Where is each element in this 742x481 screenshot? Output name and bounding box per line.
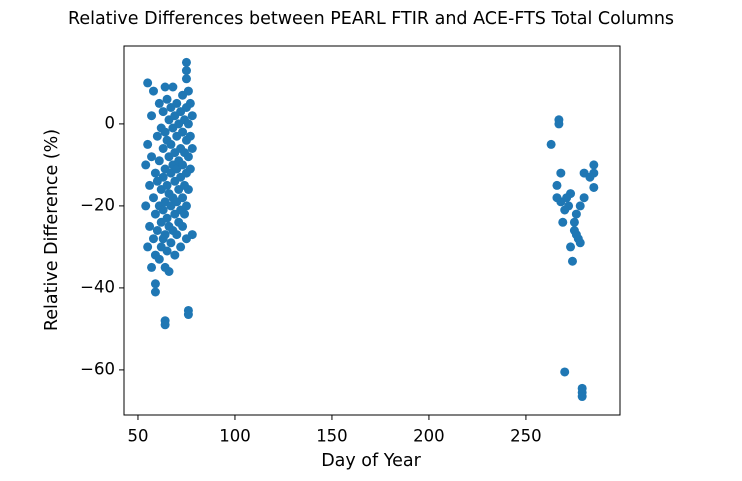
point <box>160 230 170 240</box>
point <box>170 250 180 260</box>
point <box>558 217 568 227</box>
point <box>150 287 160 297</box>
point <box>187 230 197 240</box>
point <box>183 119 193 129</box>
point <box>162 246 172 256</box>
y-tick-label: −40 <box>80 277 115 296</box>
point <box>148 193 158 203</box>
point <box>180 209 190 219</box>
point <box>183 86 193 96</box>
point <box>187 111 197 121</box>
point <box>575 238 585 248</box>
x-tick-label: 50 <box>127 427 148 446</box>
point <box>145 180 155 190</box>
point <box>152 131 162 141</box>
point <box>554 119 564 129</box>
point <box>185 131 195 141</box>
plot-frame <box>123 45 621 416</box>
point <box>154 98 164 108</box>
point <box>147 111 157 121</box>
point <box>158 205 168 215</box>
point <box>552 180 562 190</box>
point <box>577 392 587 402</box>
point <box>162 180 172 190</box>
point <box>546 139 556 149</box>
point <box>567 256 577 266</box>
point <box>556 168 566 178</box>
point <box>154 156 164 166</box>
point <box>181 201 191 211</box>
point <box>143 242 153 252</box>
point <box>589 160 599 170</box>
chart-title: Relative Differences between PEARL FTIR … <box>68 9 674 29</box>
point <box>166 238 176 248</box>
point <box>166 139 176 149</box>
point <box>178 221 188 231</box>
point <box>141 201 151 211</box>
point <box>178 193 188 203</box>
point <box>152 226 162 235</box>
x-tick-label: 150 <box>316 427 348 446</box>
point <box>183 185 193 194</box>
x-tick-label: 250 <box>510 427 542 446</box>
point <box>585 172 595 182</box>
point <box>143 139 153 149</box>
point <box>160 127 170 137</box>
point <box>172 230 182 240</box>
point <box>571 230 581 240</box>
y-tick-label: −20 <box>80 195 115 214</box>
x-tick-label: 200 <box>413 427 445 446</box>
point <box>183 310 193 320</box>
point <box>164 267 174 276</box>
point <box>143 78 153 88</box>
x-tick-label: 100 <box>219 427 251 446</box>
point <box>141 160 151 170</box>
point <box>187 144 197 153</box>
point <box>168 82 178 92</box>
point <box>148 234 158 244</box>
point <box>147 152 157 162</box>
point <box>571 209 581 219</box>
point <box>150 279 160 289</box>
point <box>560 367 570 377</box>
point <box>575 201 585 211</box>
point <box>178 127 188 137</box>
point <box>145 221 155 231</box>
point <box>569 217 579 227</box>
point <box>176 242 186 252</box>
point <box>158 107 168 117</box>
point <box>162 94 172 104</box>
point <box>160 320 170 330</box>
point <box>181 57 191 67</box>
y-axis-label: Relative Difference (%) <box>42 129 62 331</box>
point <box>579 193 589 203</box>
point <box>150 168 160 178</box>
y-tick-label: 0 <box>105 113 116 132</box>
point <box>150 209 160 219</box>
point <box>178 160 188 170</box>
point <box>154 254 164 264</box>
point <box>148 86 158 96</box>
point <box>147 262 157 272</box>
point <box>160 82 170 92</box>
point <box>181 66 191 76</box>
point <box>560 205 570 215</box>
point <box>158 144 168 153</box>
point <box>158 172 168 182</box>
point <box>185 98 195 108</box>
point <box>185 164 195 174</box>
point <box>552 193 562 203</box>
point <box>183 152 193 162</box>
point <box>562 193 572 203</box>
x-axis-label: Day of Year <box>321 451 421 471</box>
y-tick-label: −60 <box>80 359 115 378</box>
point <box>162 213 172 223</box>
point <box>172 98 182 108</box>
point <box>566 242 576 252</box>
point <box>589 182 599 192</box>
point <box>181 74 191 84</box>
